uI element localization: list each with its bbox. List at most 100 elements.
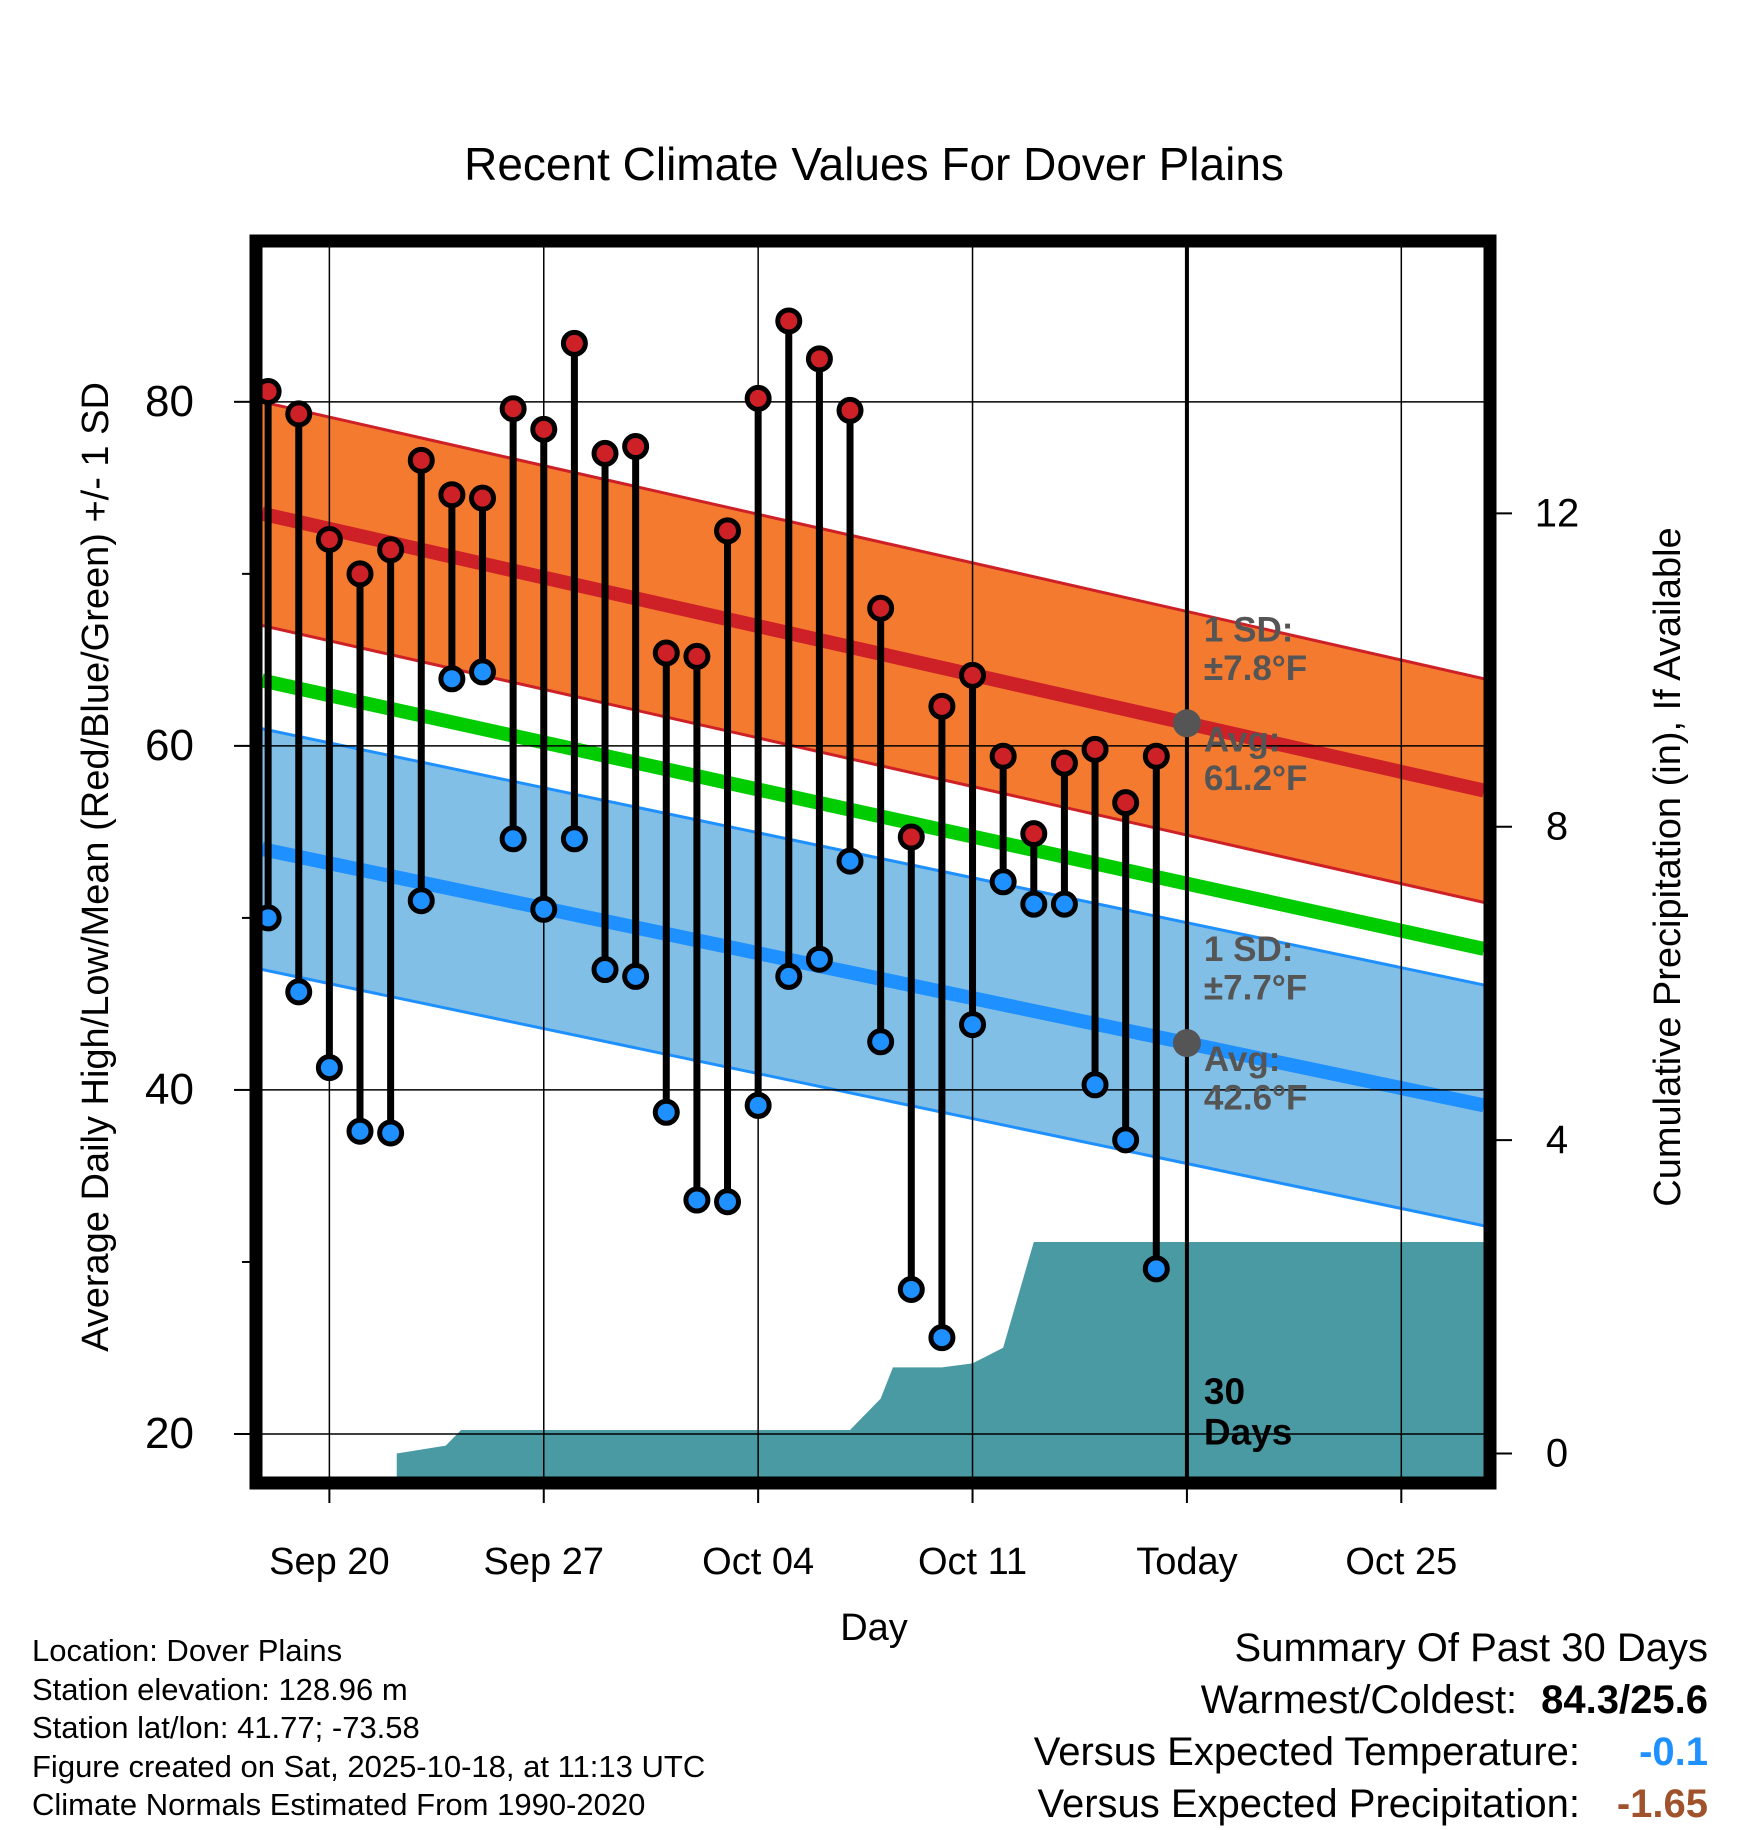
temp-value: -0.1 xyxy=(1639,1730,1708,1774)
high-temp-point xyxy=(530,415,558,443)
high-temp-point xyxy=(1050,749,1078,777)
low-temp-point xyxy=(928,1324,956,1352)
high-temp-point xyxy=(438,481,466,509)
high-temp-point xyxy=(469,484,497,512)
y-tick-label: 60 xyxy=(145,721,194,770)
y2-tick-label: 4 xyxy=(1546,1118,1568,1162)
low-temp-point xyxy=(867,1028,895,1056)
high-temp-point xyxy=(683,642,711,670)
plot-frame xyxy=(249,234,1497,1490)
normal-low-mean-line xyxy=(262,842,1484,1113)
today-high-avg-marker xyxy=(1172,709,1201,738)
warm-cold-label: Warmest/Coldest: xyxy=(1200,1678,1518,1722)
normal-mean-line xyxy=(262,673,1484,956)
low-temp-point xyxy=(438,665,466,693)
high-temp-point xyxy=(591,439,619,467)
x-tick-label: Oct 25 xyxy=(1345,1541,1457,1583)
low-temp-point xyxy=(1142,1255,1170,1283)
high-temp-point xyxy=(805,345,833,373)
high-avg-annotation: Avg: 61.2°F xyxy=(1204,720,1308,798)
x-tick-label: Today xyxy=(1136,1541,1237,1583)
y2-tick-label: 8 xyxy=(1546,805,1568,849)
normal-low-band-upper-edge xyxy=(262,727,1484,987)
summary-warm-cold: Warmest/Coldest: 84.3/25.6 xyxy=(1034,1674,1708,1726)
station-metadata: Location: Dover Plains Station elevation… xyxy=(32,1632,705,1825)
high-temp-point xyxy=(346,560,374,588)
high-temp-point xyxy=(928,692,956,720)
high-temp-point xyxy=(315,525,343,553)
high-temp-point xyxy=(1112,789,1140,817)
low-temp-point xyxy=(989,868,1017,896)
low-temp-point xyxy=(499,825,527,853)
x-tick-label: Sep 20 xyxy=(269,1541,389,1583)
created-text: Figure created on Sat, 2025-10-18, at 11… xyxy=(32,1748,706,1784)
summary-heading: Summary Of Past 30 Days xyxy=(1234,1626,1708,1670)
low-temp-point xyxy=(1020,890,1048,918)
low-temp-point xyxy=(315,1054,343,1082)
low-temp-point xyxy=(775,962,803,990)
high-temp-point xyxy=(867,594,895,622)
low-temp-point xyxy=(959,1011,987,1039)
high-temp-point xyxy=(652,639,680,667)
low-temp-point xyxy=(744,1091,772,1119)
high-temp-point xyxy=(1142,742,1170,770)
high-sd-annotation: 1 SD: ±7.8°F xyxy=(1204,610,1307,688)
today-low-avg-marker xyxy=(1172,1029,1201,1058)
summary-temp: Versus Expected Temperature: -0.1 xyxy=(1034,1726,1708,1778)
precipitation-area xyxy=(396,1241,1484,1477)
high-temp-point xyxy=(622,433,650,461)
high-temp-point xyxy=(285,400,313,428)
high-temp-point xyxy=(499,395,527,423)
x-tick-label: Oct 11 xyxy=(918,1541,1027,1583)
low-temp-point xyxy=(262,904,282,932)
high-temp-point xyxy=(836,396,864,424)
y2-tick-label: 0 xyxy=(1546,1431,1568,1475)
low-temp-point xyxy=(897,1275,925,1303)
y2-axis-label: Cumulative Precipitation (in), If Availa… xyxy=(1647,527,1689,1206)
low-temp-point xyxy=(1050,890,1078,918)
low-temp-point xyxy=(377,1119,405,1147)
low-temp-point xyxy=(285,978,313,1006)
normal-low-band-lower-edge xyxy=(262,968,1484,1228)
normal-high-mean-line xyxy=(262,506,1484,798)
low-temp-point xyxy=(622,962,650,990)
y-axis-label: Average Daily High/Low/Mean (Red/Blue/Gr… xyxy=(75,382,117,1352)
high-temp-point xyxy=(407,446,435,474)
elevation-text: Station elevation: 128.96 m xyxy=(32,1671,408,1707)
low-temp-point xyxy=(560,825,588,853)
low-temp-point xyxy=(530,895,558,923)
latlon-text: Station lat/lon: 41.77; -73.58 xyxy=(32,1710,420,1745)
low-temp-point xyxy=(407,887,435,915)
normals-text: Climate Normals Estimated From 1990-2020 xyxy=(32,1787,646,1822)
low-temp-point xyxy=(346,1117,374,1145)
low-temp-point xyxy=(683,1186,711,1214)
high-temp-point xyxy=(744,384,772,412)
high-temp-point xyxy=(959,661,987,689)
normal-high-band-upper-edge xyxy=(262,400,1484,681)
chart-title: Recent Climate Values For Dover Plains xyxy=(464,138,1284,190)
normal-high-band-lower-edge xyxy=(262,623,1484,904)
location-text: Location: Dover Plains xyxy=(32,1633,343,1668)
temp-label: Versus Expected Temperature: xyxy=(1033,1730,1580,1774)
low-avg-annotation: Avg: 42.6°F xyxy=(1204,1040,1308,1118)
period-annotation: 30 Days xyxy=(1204,1371,1292,1453)
low-temp-point xyxy=(591,956,619,984)
high-temp-point xyxy=(897,823,925,851)
x-tick-label: Sep 27 xyxy=(484,1541,604,1583)
summary-precip: Versus Expected Precipitation: -1.65 xyxy=(1034,1778,1708,1830)
low-temp-point xyxy=(714,1188,742,1216)
warm-cold-value: 84.3/25.6 xyxy=(1541,1678,1708,1722)
y-tick-label: 80 xyxy=(145,377,194,426)
low-temp-point xyxy=(805,945,833,973)
low-temp-point xyxy=(836,847,864,875)
high-temp-point xyxy=(714,517,742,545)
y2-tick-label: 12 xyxy=(1535,491,1580,535)
high-temp-point xyxy=(1020,820,1048,848)
high-temp-point xyxy=(377,536,405,564)
y-tick-label: 40 xyxy=(145,1065,194,1114)
low-temp-point xyxy=(469,658,497,686)
high-temp-point xyxy=(560,329,588,357)
high-temp-point xyxy=(775,307,803,335)
precip-value: -1.65 xyxy=(1616,1782,1708,1826)
